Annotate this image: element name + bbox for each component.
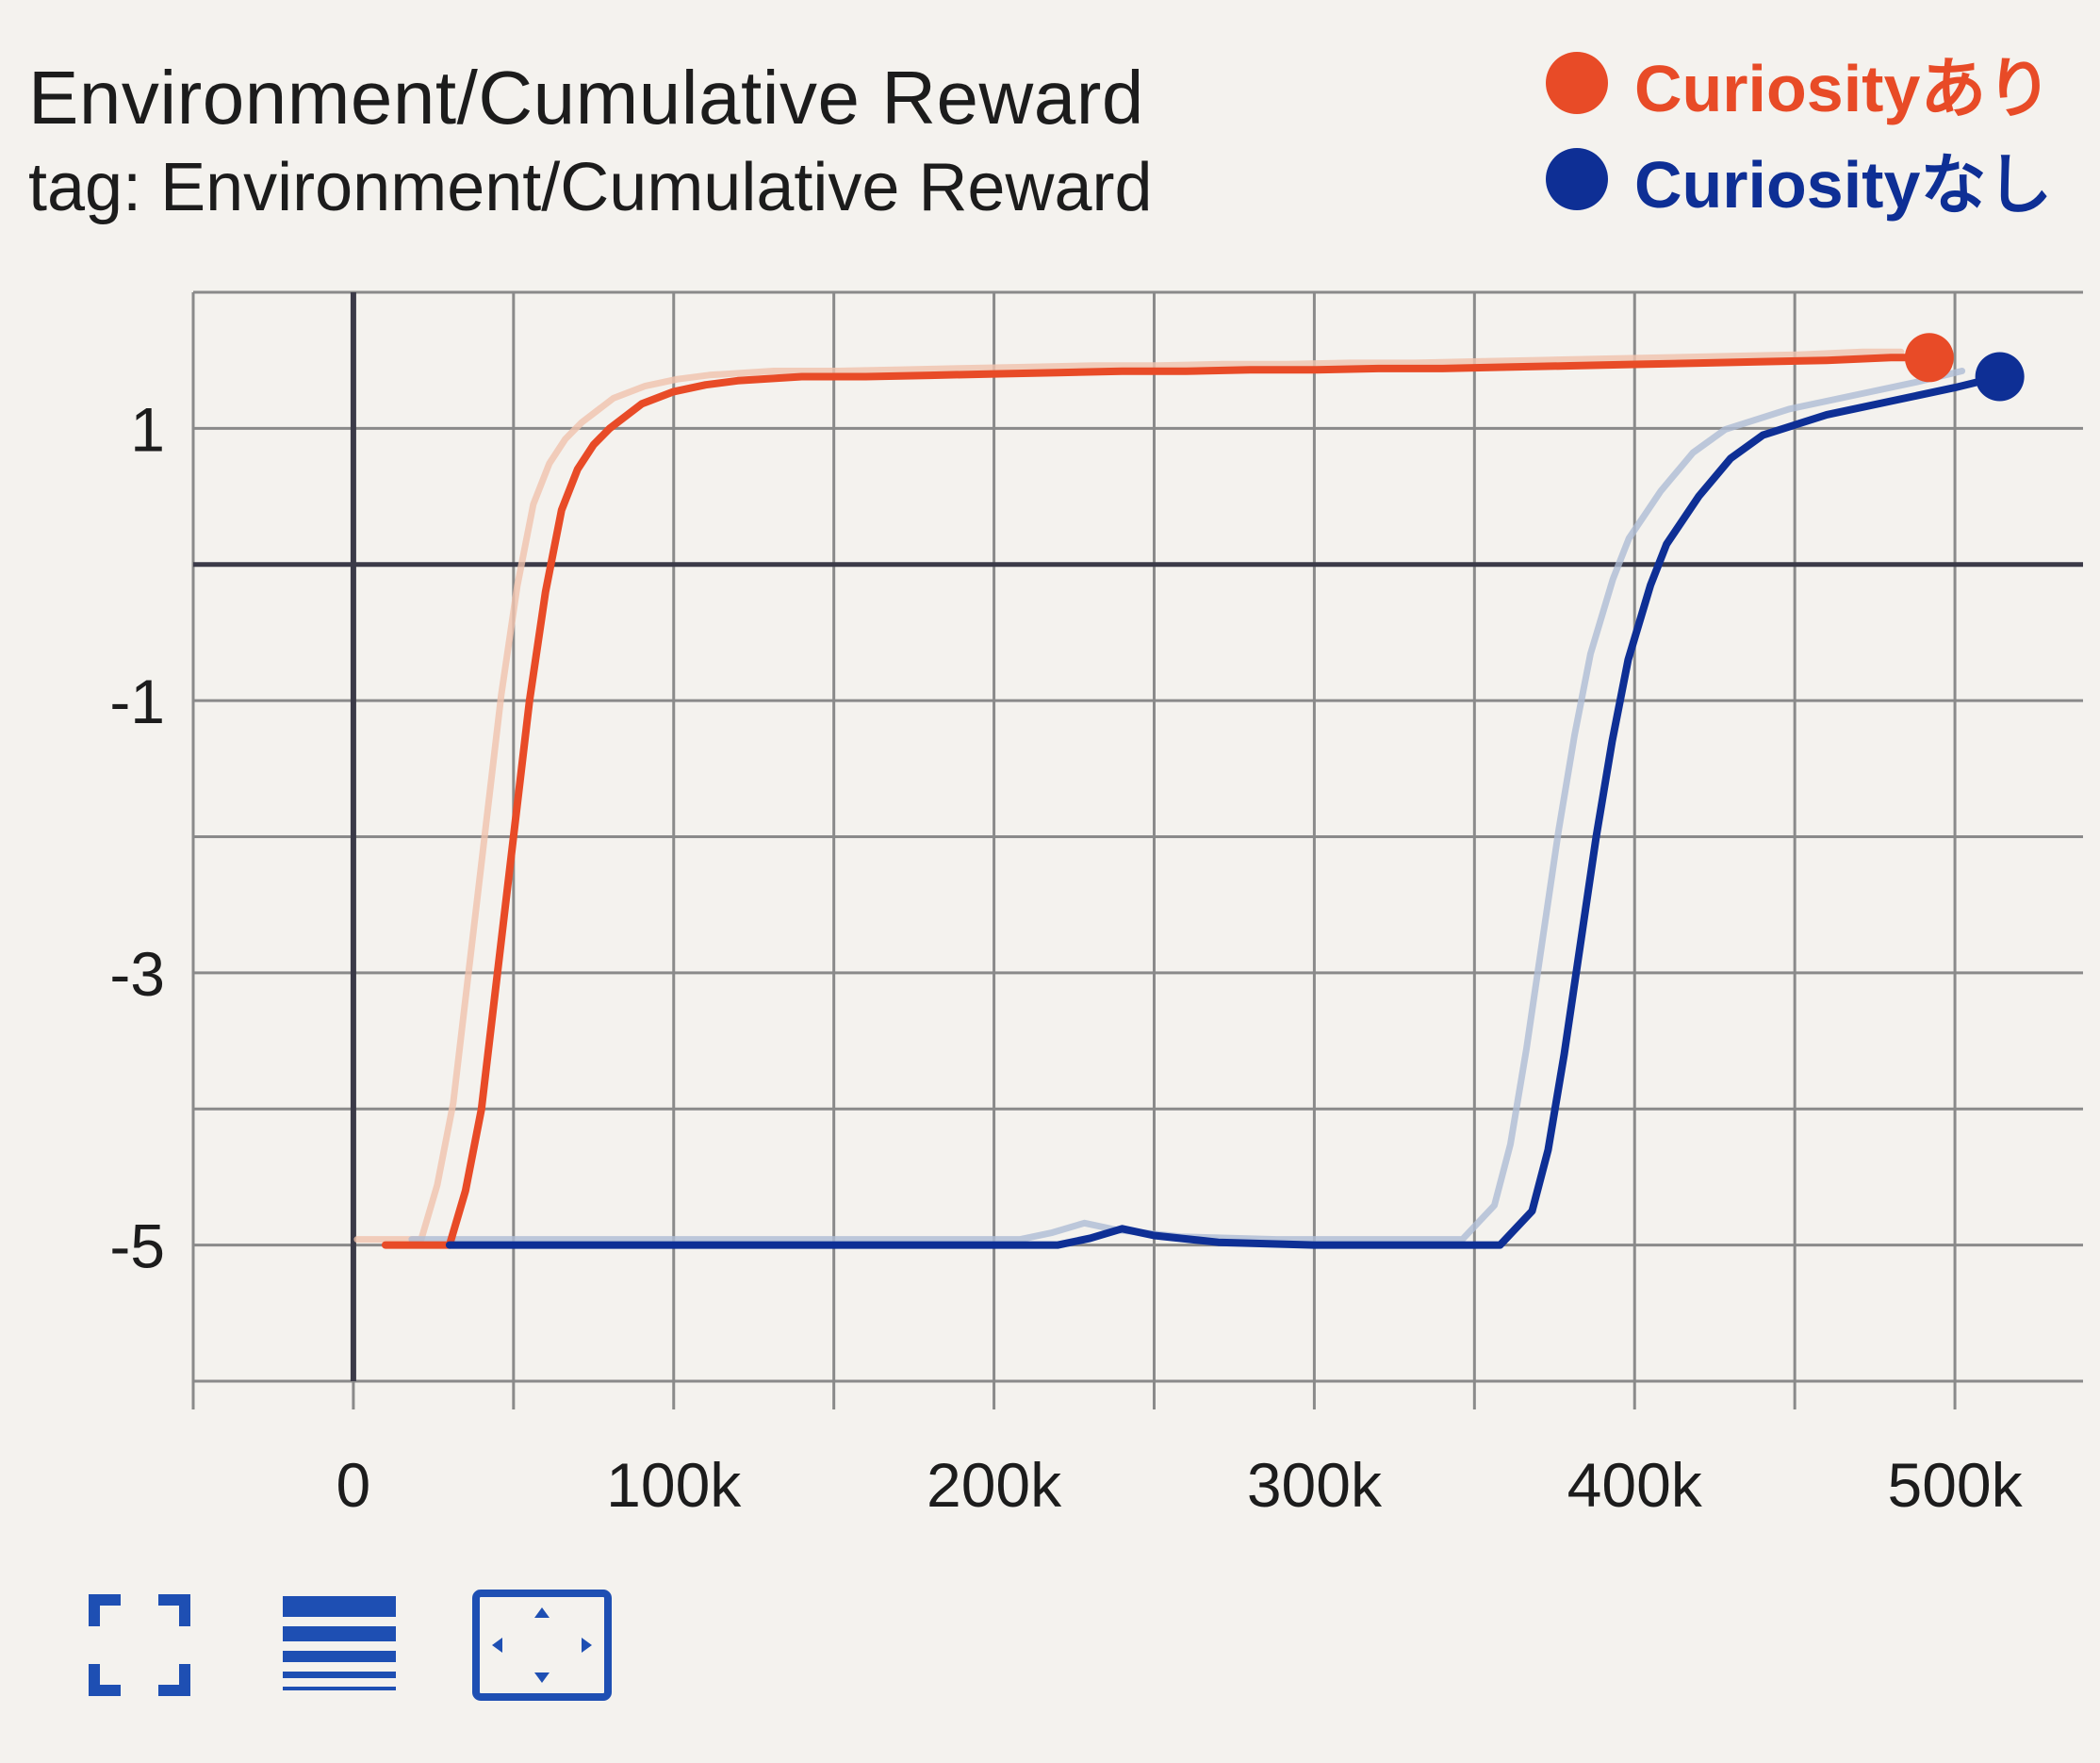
legend-label: Curiosityあり <box>1634 51 2053 125</box>
legend-item-curiosity-on: Curiosityあり <box>1546 45 2052 125</box>
series-raw-line <box>408 368 1966 1244</box>
series-raw-line <box>353 348 1905 1244</box>
x-tick-label: 200k <box>927 1450 1062 1520</box>
fit-domain-icon <box>89 1594 190 1696</box>
x-tick-label: 0 <box>336 1450 371 1520</box>
x-tick-label: 100k <box>606 1450 742 1520</box>
fit-domain-button[interactable] <box>64 1574 215 1716</box>
series-line <box>445 372 2004 1249</box>
series-endpoint-marker <box>1975 352 2025 402</box>
log-scale-icon <box>283 1596 396 1690</box>
legend-dot-icon <box>1546 52 1608 114</box>
chart-title: Environment/Cumulative Reward <box>28 56 1144 140</box>
series-endpoints <box>1904 333 2025 402</box>
tick-labels: 0 100k 200k 300k 400k 500k 1 -1 -3 -5 <box>109 394 2023 1520</box>
legend-label: Curiosityなし <box>1634 147 2053 222</box>
series-lines <box>381 354 2004 1249</box>
y-tick-label: -1 <box>109 667 165 736</box>
series-raw-lines <box>353 348 1966 1244</box>
legend-dot-icon <box>1546 148 1608 210</box>
grid-lines <box>191 290 2083 1409</box>
series-line <box>381 354 1933 1249</box>
expand-chart-button[interactable] <box>467 1574 617 1716</box>
axes <box>193 292 2083 1381</box>
series-endpoint-marker <box>1904 333 1954 383</box>
chart-tag-subtitle: tag: Environment/Cumulative Reward <box>28 150 1153 225</box>
x-tick-label: 400k <box>1567 1450 1703 1520</box>
expand-chart-icon <box>472 1590 612 1701</box>
x-tick-label: 500k <box>1888 1450 2024 1520</box>
y-tick-label: 1 <box>130 394 165 464</box>
y-tick-label: -5 <box>109 1211 165 1281</box>
y-tick-label: -3 <box>109 939 165 1009</box>
x-tick-label: 300k <box>1247 1450 1383 1520</box>
log-scale-button[interactable] <box>264 1574 415 1716</box>
legend-item-curiosity-off: Curiosityなし <box>1546 141 2052 222</box>
